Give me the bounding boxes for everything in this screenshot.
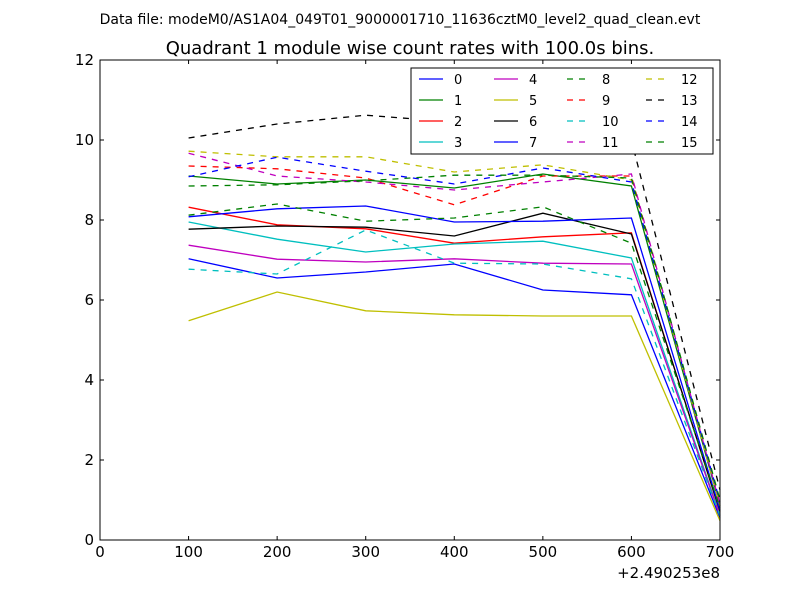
series-line-11	[188, 152, 721, 505]
legend-label-11: 11	[602, 136, 619, 151]
legend-label-7: 7	[529, 136, 537, 151]
series-line-10	[188, 229, 721, 517]
x-tick-label: 300	[351, 543, 380, 561]
series-line-0	[188, 258, 721, 519]
series-line-5	[188, 291, 721, 522]
series-line-14	[188, 156, 721, 503]
y-tick-label: 12	[75, 51, 94, 69]
series-line-2	[188, 206, 721, 513]
series-line-1	[188, 173, 721, 507]
x-tick-label: 400	[440, 543, 469, 561]
legend-label-4: 4	[529, 73, 537, 88]
y-tick-label: 6	[84, 291, 94, 309]
legend-label-0: 0	[454, 73, 462, 88]
x-tick-label: 700	[706, 543, 735, 561]
x-tick-label: 100	[174, 543, 203, 561]
y-tick-label: 10	[75, 131, 94, 149]
x-tick-label: 0	[95, 543, 105, 561]
series-line-8	[188, 203, 721, 509]
chart-title: Quadrant 1 module wise count rates with …	[166, 38, 655, 59]
y-tick-label: 8	[84, 211, 94, 229]
x-tick-label: 200	[263, 543, 292, 561]
legend-label-1: 1	[454, 94, 462, 109]
legend-label-9: 9	[602, 94, 610, 109]
legend-label-8: 8	[602, 73, 610, 88]
y-tick-labels: 0 2 4 6 8 10 12	[75, 51, 94, 549]
legend-label-6: 6	[529, 115, 537, 130]
legend-label-2: 2	[454, 115, 462, 130]
legend-label-14: 14	[681, 115, 698, 130]
x-tick-label: 600	[617, 543, 646, 561]
legend-label-15: 15	[681, 136, 698, 151]
legend-label-12: 12	[681, 73, 698, 88]
x-tick-label: 500	[529, 543, 558, 561]
legend-label-10: 10	[602, 115, 619, 130]
series-line-6	[188, 212, 721, 512]
legend-label-13: 13	[681, 94, 698, 109]
legend-label-5: 5	[529, 94, 537, 109]
ticks-layer	[99, 59, 721, 541]
series-line-3	[188, 221, 721, 516]
x-axis-offset-label: +2.490253e8	[617, 564, 720, 582]
series-line-15	[188, 174, 721, 501]
legend-frame	[410, 67, 714, 155]
series-line-4	[188, 244, 721, 517]
series-line-9	[188, 165, 721, 505]
series-layer	[188, 114, 721, 522]
series-line-7	[188, 205, 721, 511]
axes-frame	[99, 59, 721, 541]
y-tick-label: 2	[84, 451, 94, 469]
data-file-supertitle: Data file: modeM0/AS1A04_049T01_90000017…	[100, 12, 701, 28]
y-tick-label: 0	[84, 531, 94, 549]
y-tick-label: 4	[84, 371, 94, 389]
x-tick-labels: 0 100 200 300 400 500 600 700	[95, 543, 734, 561]
legend-label-3: 3	[454, 136, 462, 151]
